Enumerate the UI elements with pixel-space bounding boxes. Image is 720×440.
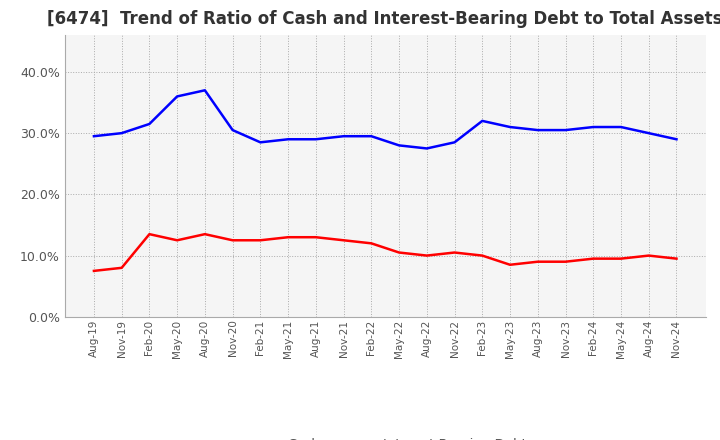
Cash <box>644 253 653 258</box>
Interest-Bearing Debt <box>117 131 126 136</box>
Cash <box>173 238 181 243</box>
Interest-Bearing Debt <box>367 134 376 139</box>
Interest-Bearing Debt <box>145 121 154 127</box>
Cash <box>450 250 459 255</box>
Interest-Bearing Debt <box>450 139 459 145</box>
Cash <box>201 231 210 237</box>
Cash <box>561 259 570 264</box>
Cash <box>367 241 376 246</box>
Cash <box>589 256 598 261</box>
Cash <box>672 256 681 261</box>
Cash <box>423 253 431 258</box>
Interest-Bearing Debt <box>561 128 570 133</box>
Cash <box>145 231 154 237</box>
Cash <box>505 262 514 268</box>
Interest-Bearing Debt <box>423 146 431 151</box>
Cash <box>284 235 292 240</box>
Interest-Bearing Debt <box>228 128 237 133</box>
Interest-Bearing Debt <box>644 131 653 136</box>
Cash <box>228 238 237 243</box>
Cash <box>534 259 542 264</box>
Cash <box>117 265 126 271</box>
Cash <box>339 238 348 243</box>
Interest-Bearing Debt <box>534 128 542 133</box>
Interest-Bearing Debt <box>256 139 265 145</box>
Line: Interest-Bearing Debt: Interest-Bearing Debt <box>94 90 677 148</box>
Interest-Bearing Debt <box>89 134 98 139</box>
Cash <box>256 238 265 243</box>
Interest-Bearing Debt <box>201 88 210 93</box>
Cash <box>478 253 487 258</box>
Interest-Bearing Debt <box>395 143 403 148</box>
Cash <box>616 256 625 261</box>
Interest-Bearing Debt <box>589 125 598 130</box>
Interest-Bearing Debt <box>339 134 348 139</box>
Cash <box>89 268 98 274</box>
Interest-Bearing Debt <box>173 94 181 99</box>
Interest-Bearing Debt <box>312 137 320 142</box>
Title: [6474]  Trend of Ratio of Cash and Interest-Bearing Debt to Total Assets: [6474] Trend of Ratio of Cash and Intere… <box>48 10 720 28</box>
Legend: Cash, Interest-Bearing Debt: Cash, Interest-Bearing Debt <box>238 433 532 440</box>
Interest-Bearing Debt <box>284 137 292 142</box>
Interest-Bearing Debt <box>478 118 487 124</box>
Cash <box>312 235 320 240</box>
Interest-Bearing Debt <box>616 125 625 130</box>
Interest-Bearing Debt <box>505 125 514 130</box>
Line: Cash: Cash <box>94 234 677 271</box>
Interest-Bearing Debt <box>672 137 681 142</box>
Cash <box>395 250 403 255</box>
